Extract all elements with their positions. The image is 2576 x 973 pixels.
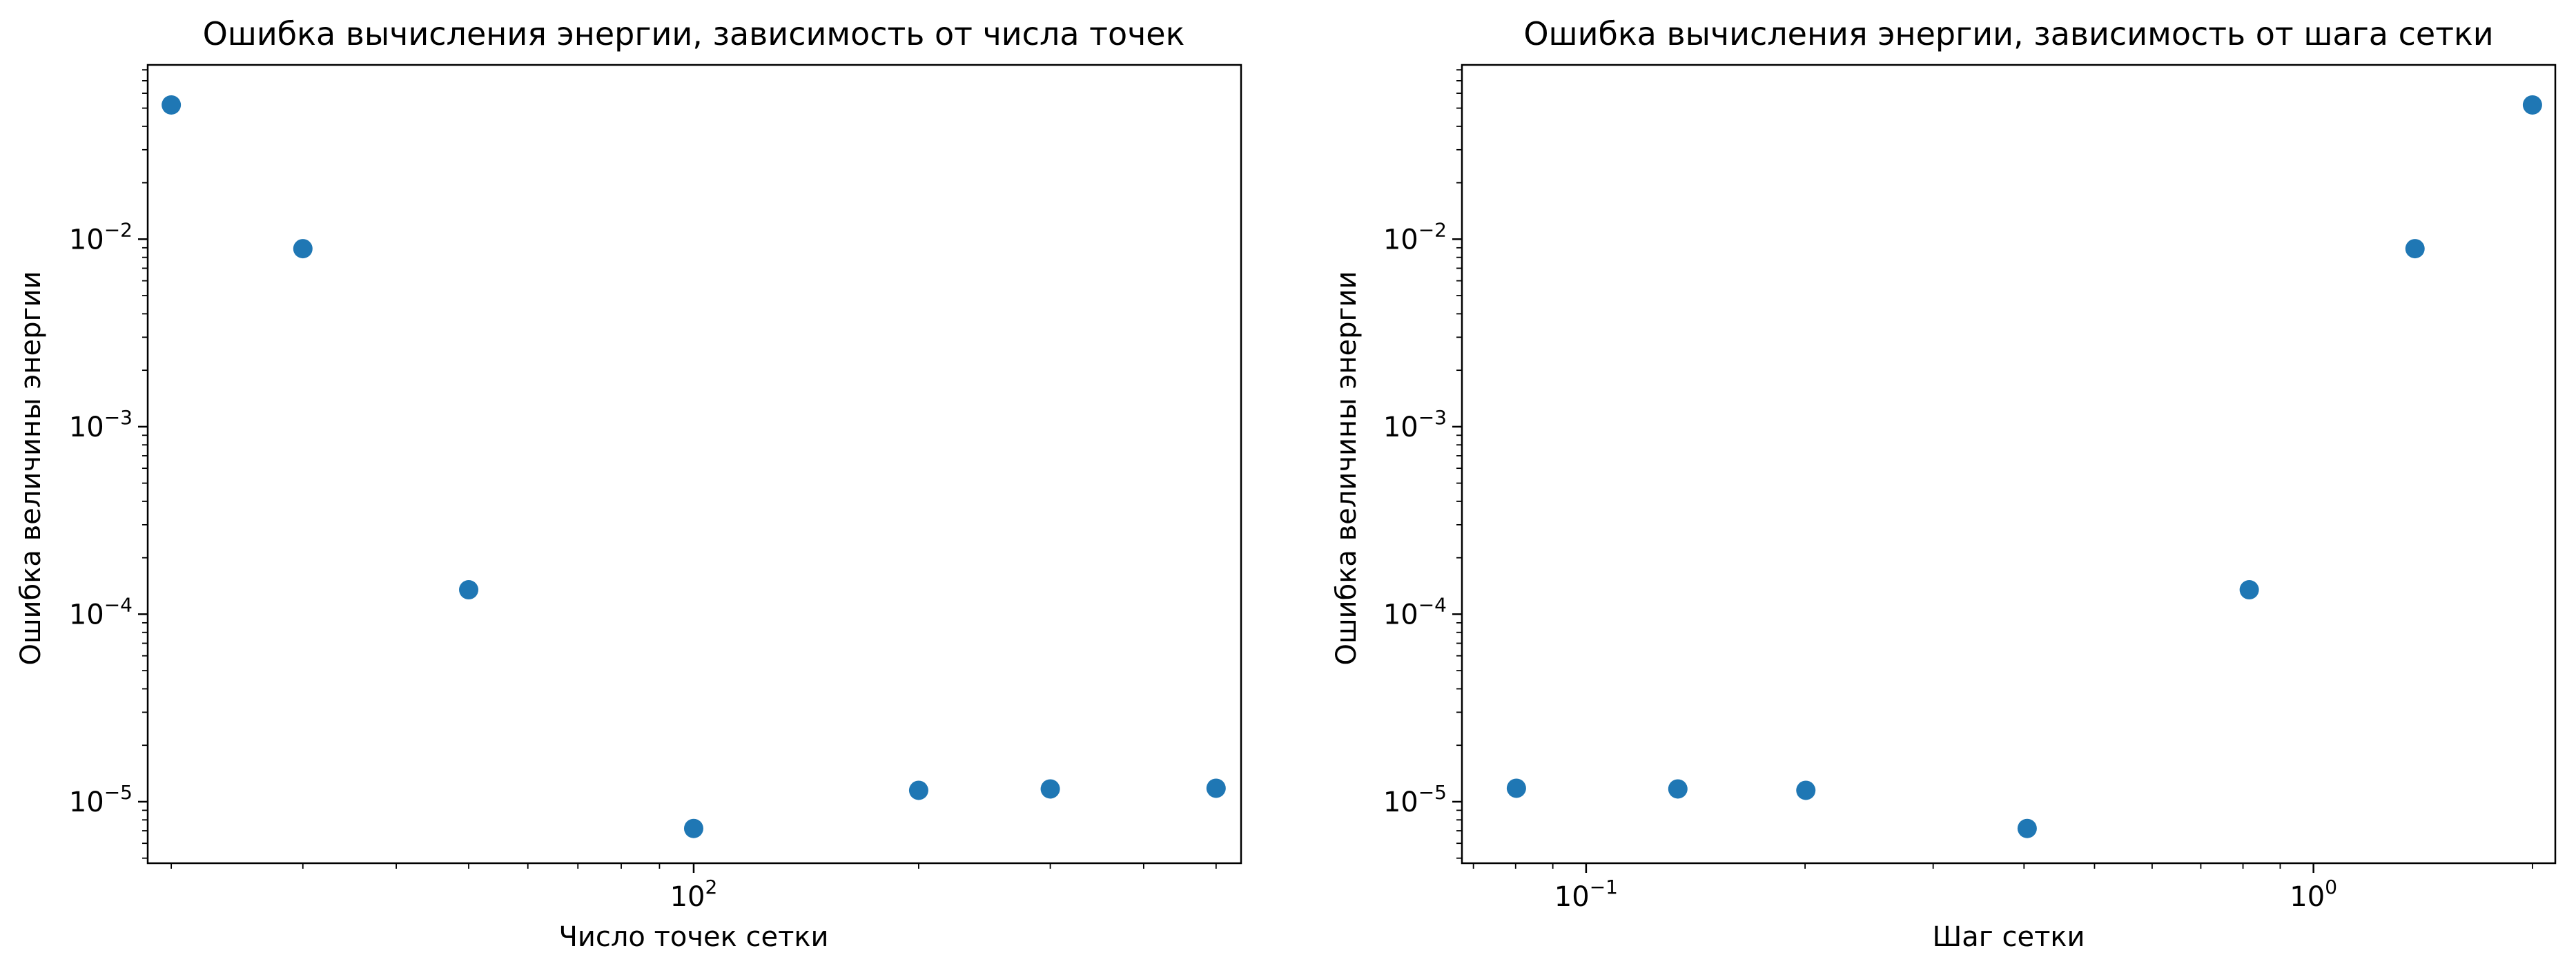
y-tick-exponent: −2 <box>104 218 133 241</box>
data-point <box>683 818 703 838</box>
plot-frame <box>146 64 1242 865</box>
data-point <box>2405 239 2425 259</box>
y-tick-label: 10−3 <box>1383 406 1447 443</box>
x-tick-label: 102 <box>670 876 718 913</box>
y-axis-label: Ошибка величины энергии <box>1331 271 1363 665</box>
data-point <box>459 580 479 600</box>
y-tick-label: 10−5 <box>1383 781 1447 818</box>
x-tick-label: 100 <box>2290 876 2337 913</box>
data-points <box>1506 95 2542 838</box>
data-point <box>1206 778 1226 798</box>
y-tick-label: 10−4 <box>1383 593 1447 630</box>
y-tick-label: 10−2 <box>69 218 133 256</box>
data-point <box>1668 779 1688 799</box>
data-point <box>2239 580 2259 600</box>
y-tick-exponent: −3 <box>1418 406 1447 429</box>
axis-ticks: 102 10−5 10−4 10−3 10−2 <box>69 69 1217 913</box>
x-tick-exponent: 2 <box>705 876 718 898</box>
x-axis-label: Шаг сетки <box>1932 921 2085 953</box>
y-tick-exponent: −4 <box>1418 593 1447 616</box>
y-tick-label: 10−3 <box>69 406 133 443</box>
y-tick-exponent: −3 <box>104 406 133 429</box>
chart-title: Ошибка вычисления энергии, зависимость о… <box>1523 15 2493 52</box>
x-axis-label: Число точек сетки <box>558 921 828 953</box>
x-tick-exponent: 0 <box>2325 876 2337 898</box>
y-tick-exponent: −4 <box>104 593 133 616</box>
data-point <box>1040 779 1060 799</box>
chart-error-vs-points: Ошибка вычисления энергии, зависимость о… <box>15 15 1242 953</box>
data-point <box>162 95 182 115</box>
data-point <box>1506 778 1526 798</box>
x-tick-exponent: −1 <box>1590 876 1618 898</box>
axis-ticks: 10−1 100 10−5 10−4 10−3 10−2 <box>1383 69 2533 913</box>
data-point <box>293 239 313 259</box>
data-point <box>2522 95 2542 115</box>
data-point <box>1796 780 1816 800</box>
y-tick-label: 10−4 <box>69 593 133 630</box>
y-tick-label: 10−5 <box>69 781 133 818</box>
data-point <box>2017 818 2037 838</box>
chart-title: Ошибка вычисления энергии, зависимость о… <box>203 15 1185 52</box>
y-tick-label: 10−2 <box>1383 218 1447 256</box>
data-points <box>162 95 1226 838</box>
plot-frame <box>1461 64 2557 865</box>
chart-error-vs-step: Ошибка вычисления энергии, зависимость о… <box>1331 15 2557 953</box>
y-tick-exponent: −5 <box>1418 781 1447 804</box>
y-tick-exponent: −5 <box>104 781 133 804</box>
y-tick-exponent: −2 <box>1418 218 1447 241</box>
x-tick-label: 10−1 <box>1554 876 1618 913</box>
data-point <box>908 780 928 800</box>
y-axis-label: Ошибка величины энергии <box>15 271 47 665</box>
